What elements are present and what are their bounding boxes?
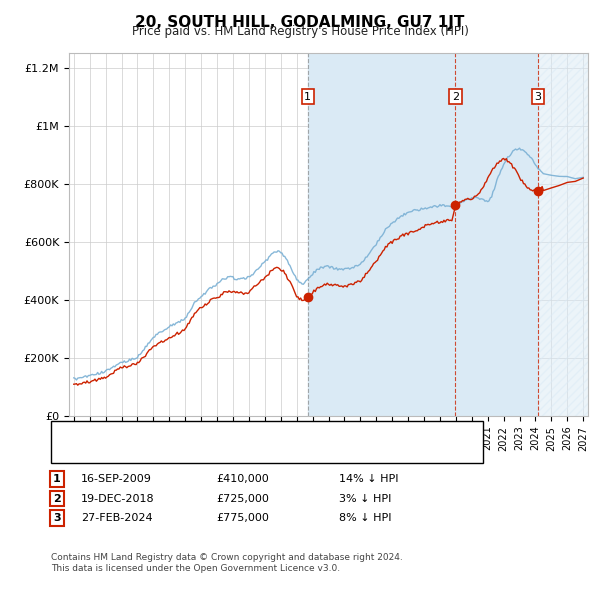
Text: 2: 2 <box>452 91 459 101</box>
Text: 14% ↓ HPI: 14% ↓ HPI <box>339 474 398 484</box>
Bar <box>308 53 455 416</box>
Text: £410,000: £410,000 <box>216 474 269 484</box>
Text: 16-SEP-2009: 16-SEP-2009 <box>81 474 152 484</box>
Text: 20, SOUTH HILL, GODALMING, GU7 1JT (detached house): 20, SOUTH HILL, GODALMING, GU7 1JT (deta… <box>90 428 407 438</box>
Text: 27-FEB-2024: 27-FEB-2024 <box>81 513 152 523</box>
Bar <box>538 53 600 416</box>
Text: 2: 2 <box>53 494 61 503</box>
Text: 3% ↓ HPI: 3% ↓ HPI <box>339 494 391 503</box>
Bar <box>455 53 538 416</box>
Text: HPI: Average price, detached house, Waverley: HPI: Average price, detached house, Wave… <box>90 446 348 456</box>
Text: 19-DEC-2018: 19-DEC-2018 <box>81 494 155 503</box>
Text: Price paid vs. HM Land Registry's House Price Index (HPI): Price paid vs. HM Land Registry's House … <box>131 25 469 38</box>
Text: Contains HM Land Registry data © Crown copyright and database right 2024.: Contains HM Land Registry data © Crown c… <box>51 553 403 562</box>
Text: 3: 3 <box>535 91 542 101</box>
Text: 8% ↓ HPI: 8% ↓ HPI <box>339 513 391 523</box>
Text: 3: 3 <box>53 513 61 523</box>
Text: This data is licensed under the Open Government Licence v3.0.: This data is licensed under the Open Gov… <box>51 564 340 573</box>
Text: 20, SOUTH HILL, GODALMING, GU7 1JT: 20, SOUTH HILL, GODALMING, GU7 1JT <box>136 15 464 30</box>
Text: £725,000: £725,000 <box>216 494 269 503</box>
Text: 1: 1 <box>53 474 61 484</box>
Text: 1: 1 <box>304 91 311 101</box>
Text: £775,000: £775,000 <box>216 513 269 523</box>
